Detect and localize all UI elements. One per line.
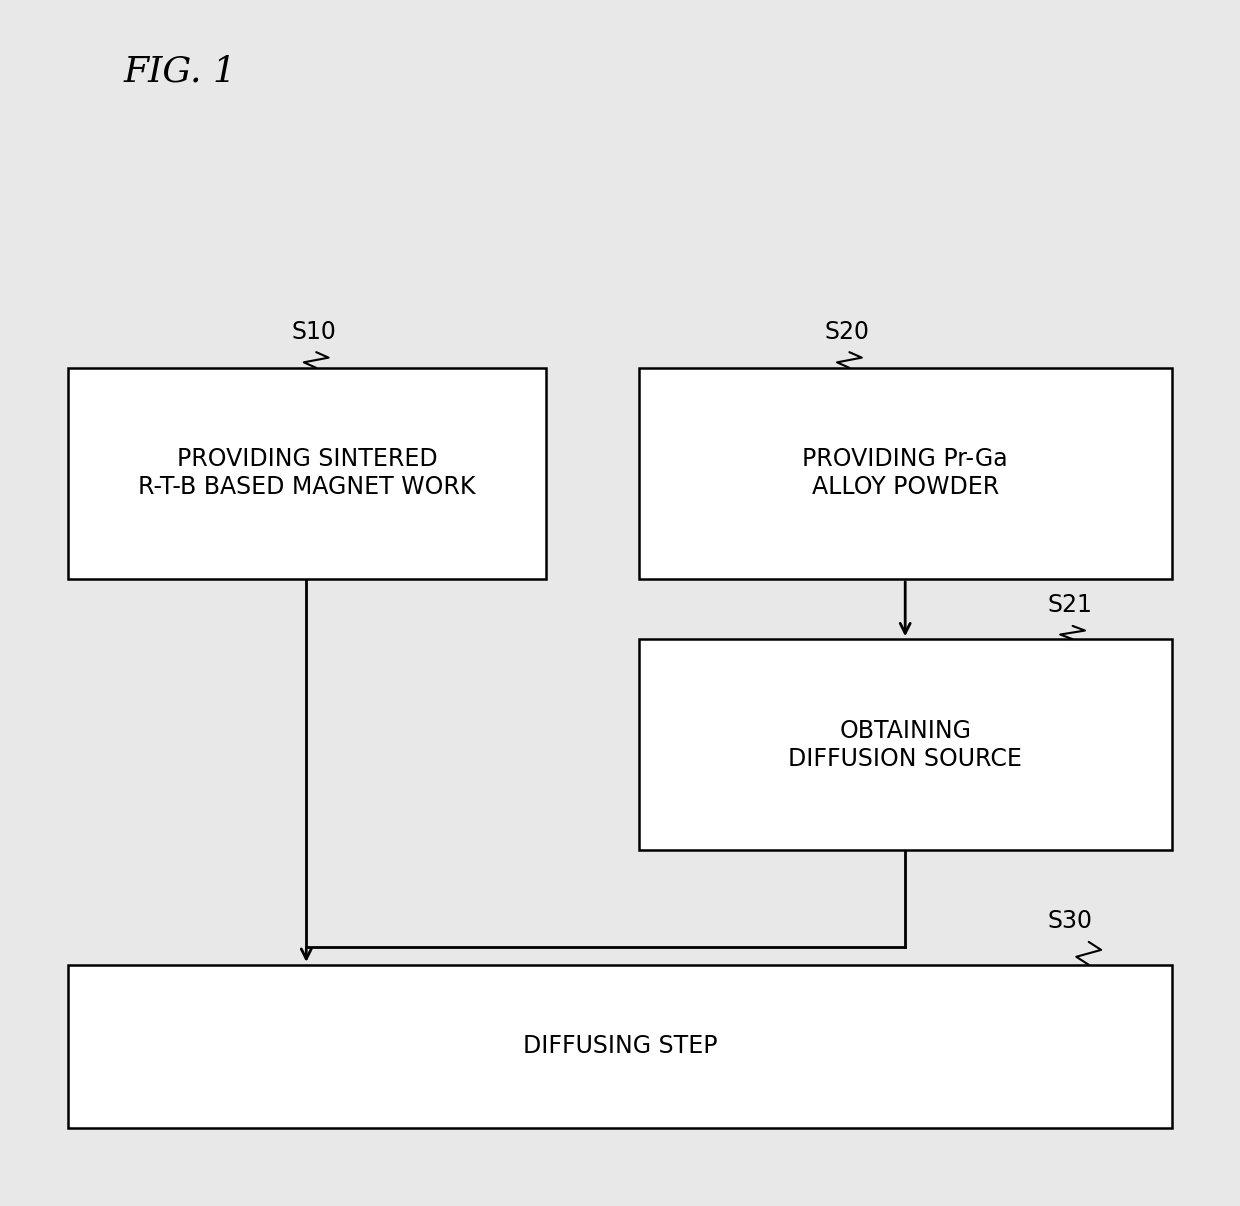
- Text: S10: S10: [291, 320, 336, 344]
- Text: FIG. 1: FIG. 1: [124, 54, 237, 88]
- Text: PROVIDING Pr-Ga
ALLOY POWDER: PROVIDING Pr-Ga ALLOY POWDER: [802, 447, 1008, 499]
- Bar: [639, 368, 1172, 579]
- Text: OBTAINING
DIFFUSION SOURCE: OBTAINING DIFFUSION SOURCE: [789, 719, 1022, 771]
- Text: S30: S30: [1048, 909, 1092, 933]
- Bar: [68, 368, 546, 579]
- Bar: [639, 639, 1172, 850]
- Text: PROVIDING SINTERED
R-T-B BASED MAGNET WORK: PROVIDING SINTERED R-T-B BASED MAGNET WO…: [138, 447, 476, 499]
- Text: S20: S20: [825, 320, 869, 344]
- Text: DIFFUSING STEP: DIFFUSING STEP: [523, 1035, 717, 1058]
- Text: S21: S21: [1048, 593, 1092, 617]
- Bar: [68, 965, 1172, 1128]
